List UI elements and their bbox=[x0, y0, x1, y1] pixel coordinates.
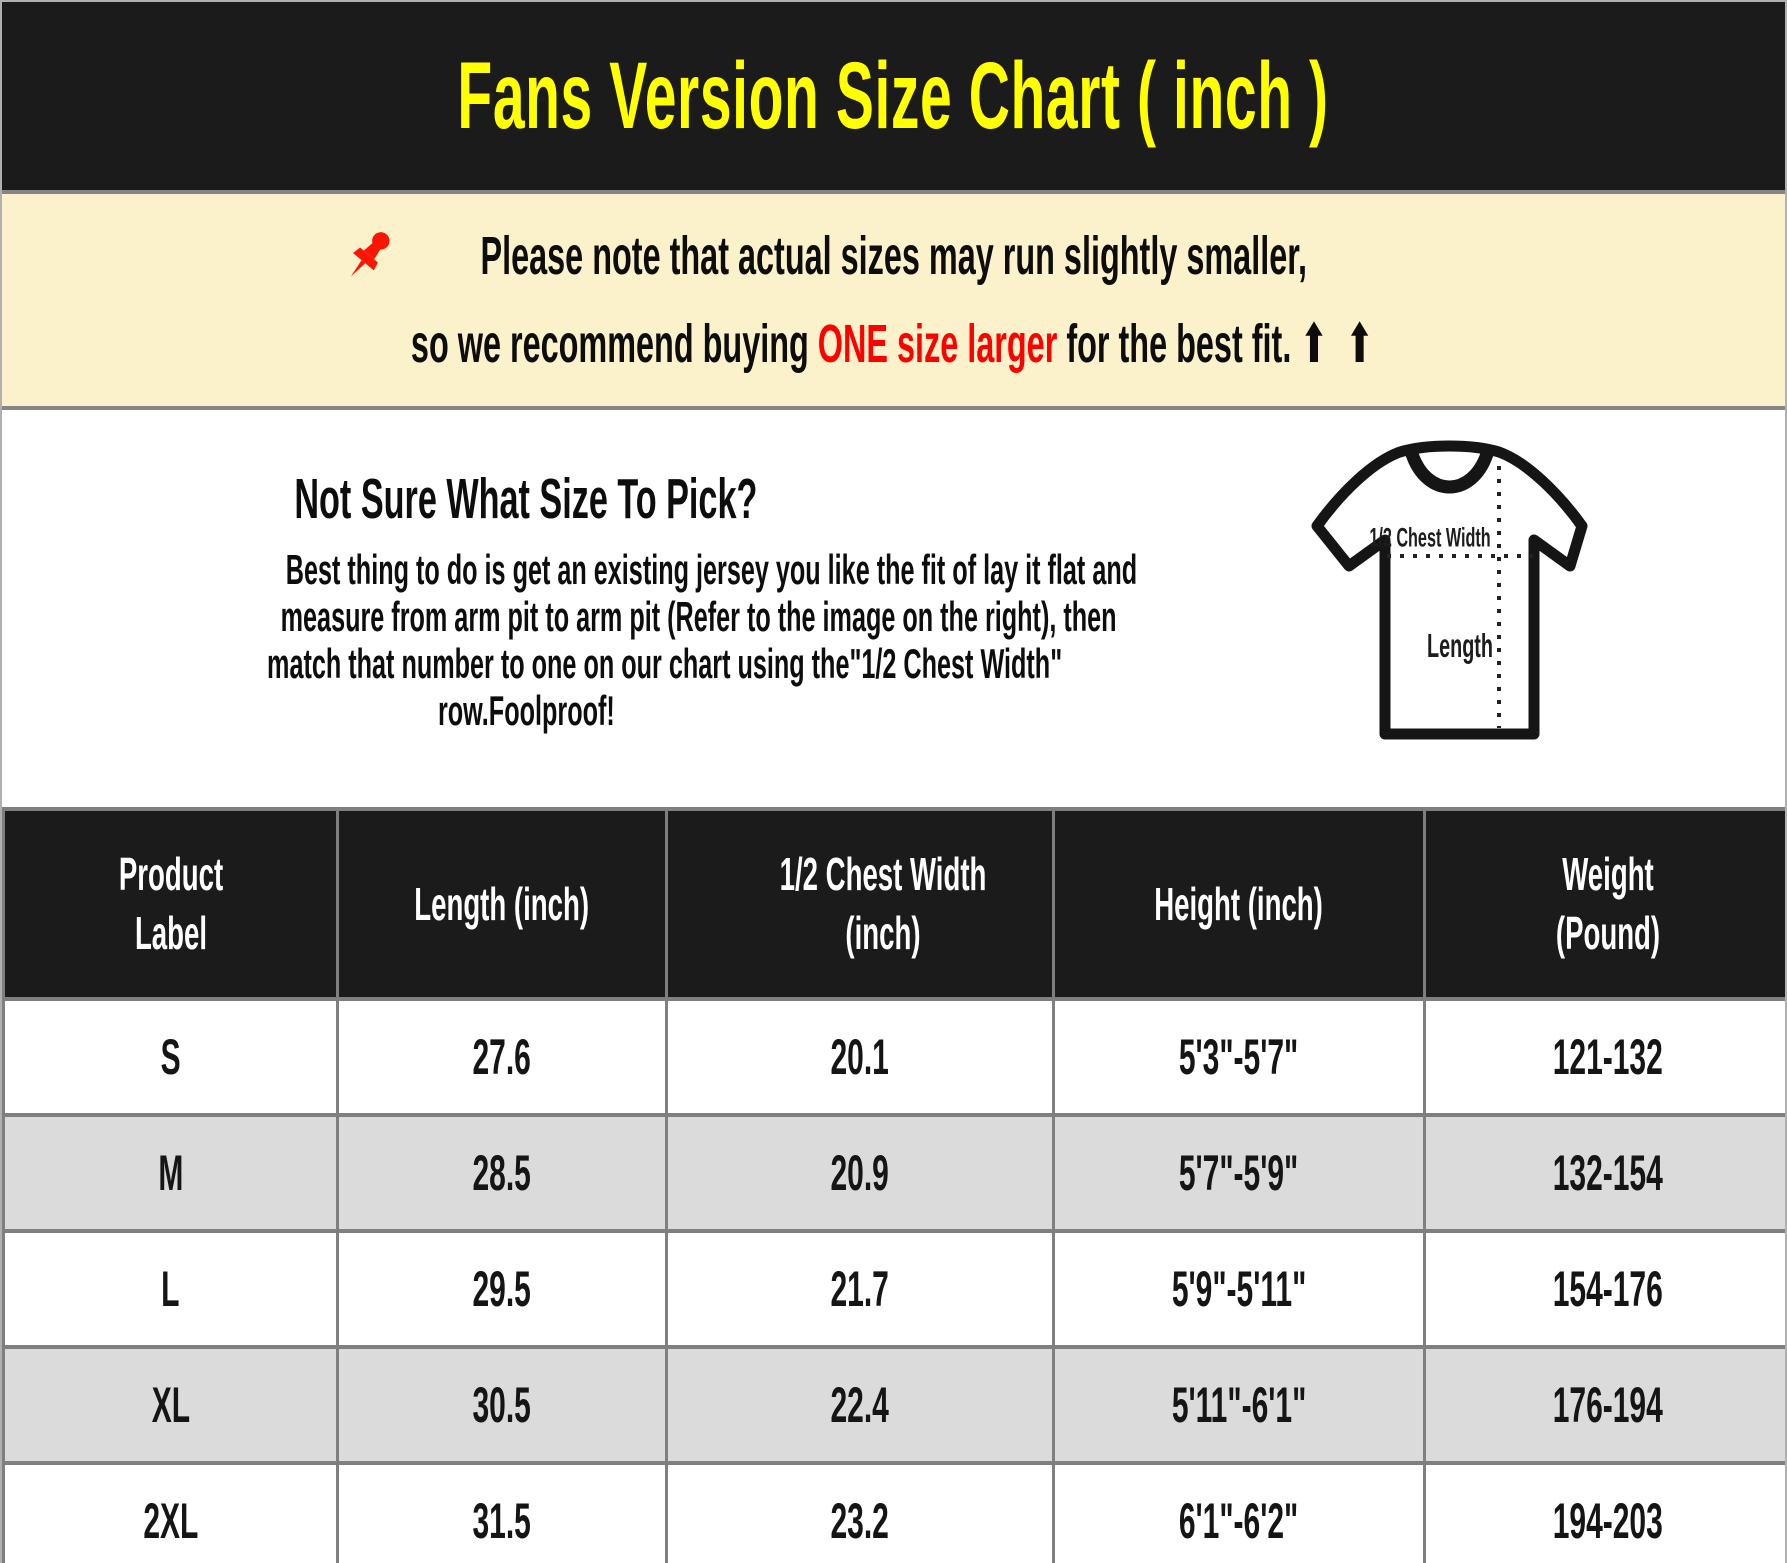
section-divider bbox=[2, 190, 1785, 194]
table-row-l: L 29.5 21.7 5'9"-5'11" 154-176 bbox=[2, 1229, 1785, 1349]
column-header-product-label: Product Label bbox=[2, 807, 339, 1001]
notice-line2-suffix: for the best fit. bbox=[1057, 314, 1301, 374]
guide-body-line: row.Foolproof! bbox=[437, 687, 615, 734]
cell-size: 2XL bbox=[2, 1461, 339, 1563]
column-header-chest-width: 1/2 Chest Width (inch) bbox=[665, 807, 1055, 1001]
cell-height: 5'7"-5'9" bbox=[1052, 1113, 1426, 1233]
tshirt-diagram: 1/2 Chest Width Length bbox=[1297, 432, 1602, 762]
column-header-weight: Weight (Pound) bbox=[1423, 807, 1785, 1001]
pushpin-icon bbox=[338, 224, 400, 291]
page-title: Fans Version Size Chart ( inch ) bbox=[457, 42, 1330, 149]
table-row-m: M 28.5 20.9 5'7"-5'9" 132-154 bbox=[2, 1113, 1785, 1233]
cell-height: 5'3"-5'7" bbox=[1052, 997, 1426, 1117]
cell-height: 5'9"-5'11" bbox=[1052, 1229, 1426, 1349]
header-bar: Fans Version Size Chart ( inch ) bbox=[2, 2, 1785, 190]
cell-length: 29.5 bbox=[336, 1229, 668, 1349]
guide-heading: Not Sure What Size To Pick? bbox=[294, 467, 758, 531]
cell-length: 30.5 bbox=[336, 1345, 668, 1465]
cell-weight: 194-203 bbox=[1423, 1461, 1785, 1563]
cell-height: 5'11"-6'1" bbox=[1052, 1345, 1426, 1465]
cell-weight: 176-194 bbox=[1423, 1345, 1785, 1465]
chest-width-label: 1/2 Chest Width bbox=[1369, 522, 1491, 553]
table-header-row: Product Label Length (inch) 1/2 Chest Wi… bbox=[2, 807, 1785, 1001]
section-divider bbox=[2, 406, 1785, 410]
notice-banner: Please note that actual sizes may run sl… bbox=[2, 194, 1785, 406]
cell-length: 31.5 bbox=[336, 1461, 668, 1563]
cell-weight: 121-132 bbox=[1423, 997, 1785, 1117]
cell-weight: 154-176 bbox=[1423, 1229, 1785, 1349]
cell-size: S bbox=[2, 997, 339, 1117]
table-row-2xl: 2XL 31.5 23.2 6'1"-6'2" 194-203 bbox=[2, 1461, 1785, 1563]
cell-weight: 132-154 bbox=[1423, 1113, 1785, 1233]
size-table: Product Label Length (inch) 1/2 Chest Wi… bbox=[2, 807, 1785, 1563]
cell-size: L bbox=[2, 1229, 339, 1349]
guide-body-line: match that number to one on our chart us… bbox=[267, 640, 1063, 687]
one-size-larger-highlight: ONE size larger bbox=[817, 314, 1058, 374]
guide-body-line: Best thing to do is get an existing jers… bbox=[285, 546, 1138, 593]
guide-body-line: measure from arm pit to arm pit (Refer t… bbox=[280, 593, 1117, 640]
column-header-height: Height (inch) bbox=[1052, 807, 1426, 1001]
cell-chest-width: 21.7 bbox=[665, 1229, 1055, 1349]
notice-line1: Please note that actual sizes may run sl… bbox=[480, 226, 1307, 286]
notice-line2-prefix: so we recommend buying bbox=[410, 314, 818, 374]
notice-line2: so we recommend buying ONE size larger f… bbox=[89, 313, 1699, 375]
column-header-length: Length (inch) bbox=[336, 807, 668, 1001]
cell-length: 27.6 bbox=[336, 997, 668, 1117]
cell-height: 6'1"-6'2" bbox=[1052, 1461, 1426, 1563]
cell-chest-width: 22.4 bbox=[665, 1345, 1055, 1465]
table-row-s: S 27.6 20.1 5'3"-5'7" 121-132 bbox=[2, 997, 1785, 1117]
cell-length: 28.5 bbox=[336, 1113, 668, 1233]
tshirt-icon bbox=[1311, 440, 1588, 740]
up-arrows-icon: ⬆ ⬆ bbox=[1300, 312, 1377, 375]
cell-chest-width: 20.1 bbox=[665, 997, 1055, 1117]
cell-size: XL bbox=[2, 1345, 339, 1465]
cell-chest-width: 23.2 bbox=[665, 1461, 1055, 1563]
length-label: Length bbox=[1427, 627, 1493, 664]
table-row-xl: XL 30.5 22.4 5'11"-6'1" 176-194 bbox=[2, 1345, 1785, 1465]
guide-text-block: Not Sure What Size To Pick? Best thing t… bbox=[2, 466, 1138, 734]
cell-chest-width: 20.9 bbox=[665, 1113, 1055, 1233]
measuring-guide-section: Not Sure What Size To Pick? Best thing t… bbox=[2, 410, 1785, 807]
cell-size: M bbox=[2, 1113, 339, 1233]
